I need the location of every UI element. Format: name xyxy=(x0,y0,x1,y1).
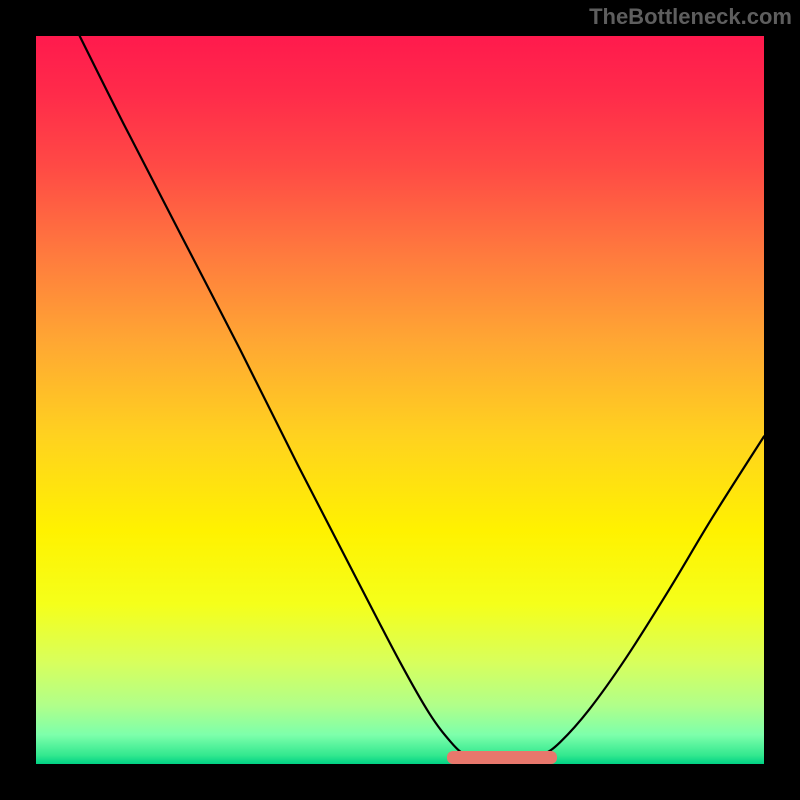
plot-area xyxy=(36,36,764,764)
curve-layer xyxy=(36,36,764,764)
chart-container: { "watermark": { "text": "TheBottleneck.… xyxy=(0,0,800,800)
bottleneck-curve xyxy=(80,36,764,763)
optimal-range-marker xyxy=(447,751,556,764)
watermark-text: TheBottleneck.com xyxy=(589,4,792,30)
